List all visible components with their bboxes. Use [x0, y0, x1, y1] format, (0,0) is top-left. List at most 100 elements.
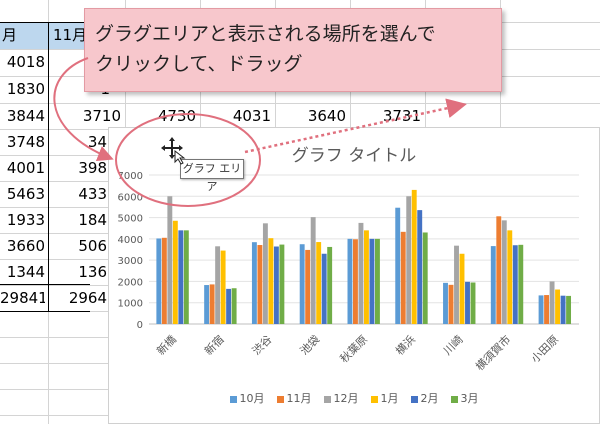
bar [316, 242, 322, 324]
bar [566, 295, 572, 324]
bar [417, 210, 423, 324]
legend-item[interactable]: 1月 [370, 390, 399, 406]
bar [490, 246, 496, 324]
bar [204, 285, 210, 324]
bar [411, 189, 417, 324]
x-tick-label: 秋葉原 [337, 332, 370, 365]
bar [231, 288, 237, 324]
legend-swatch [229, 395, 237, 403]
cell[interactable]: 4730 [157, 107, 196, 125]
bar [518, 244, 524, 324]
cell[interactable]: 4018 [6, 53, 45, 71]
x-tick-label: 川崎 [440, 332, 465, 357]
bar [209, 284, 215, 324]
legend-item[interactable]: 3月 [450, 390, 479, 406]
chart-area-tooltip: グラフ エリア [180, 159, 244, 193]
y-tick-label: 3000 [118, 256, 143, 267]
bar [538, 295, 544, 324]
y-tick-label: 7000 [118, 171, 143, 182]
legend-swatch [450, 395, 458, 403]
header-cell[interactable]: 11月 [49, 22, 89, 49]
bar [167, 196, 173, 324]
cell[interactable]: 29841 [0, 289, 45, 307]
table-border [0, 284, 90, 285]
bar [459, 253, 465, 324]
cell[interactable]: 3660 [6, 237, 45, 255]
cell[interactable]: 3640 [307, 107, 346, 125]
cell[interactable]: 2964 [68, 289, 107, 307]
bar [549, 281, 555, 324]
bar [347, 238, 353, 324]
cell[interactable]: 3731 [382, 107, 421, 125]
cell[interactable]: 3710 [82, 107, 121, 125]
bar [555, 289, 561, 324]
bar [156, 238, 162, 324]
legend-item[interactable]: 10月 [229, 390, 265, 406]
cell[interactable]: 3748 [6, 133, 45, 151]
bar [305, 249, 311, 324]
bar [406, 196, 412, 324]
cell[interactable]: 4031 [232, 107, 271, 125]
cell[interactable]: 34 [87, 133, 107, 151]
bar [544, 295, 550, 324]
legend-label: 12月 [333, 392, 359, 405]
bar [560, 295, 566, 324]
bar [454, 245, 459, 324]
cell[interactable]: 433 [78, 185, 107, 203]
gridline [0, 103, 600, 104]
legend-label: 1月 [380, 392, 399, 405]
bar [178, 230, 184, 324]
bar [375, 238, 380, 324]
cell[interactable]: 398 [78, 159, 107, 177]
y-tick-label: 4000 [118, 235, 143, 246]
cell[interactable]: 136 [78, 263, 107, 281]
bar [279, 244, 285, 324]
bar [183, 230, 189, 324]
bar [470, 282, 476, 324]
cell[interactable]: 1933 [6, 211, 45, 229]
bar [251, 242, 257, 324]
legend-label: 3月 [460, 392, 479, 405]
cell[interactable]: 184 [78, 211, 107, 229]
chart-legend[interactable]: 10月 11月 12月 1月 2月 3月 [109, 390, 599, 406]
bar [448, 284, 454, 324]
chart-plot[interactable]: 0 1000 2000 3000 4000 5000 6000 7000 新橋 新宿 渋谷 池袋 秋葉原… [109, 128, 599, 423]
bar [358, 222, 364, 324]
legend-item[interactable]: 11月 [276, 390, 312, 406]
y-tick-label: 0 [137, 320, 143, 331]
bar [257, 245, 263, 324]
y-tick-label: 2000 [118, 277, 143, 288]
bar [443, 282, 448, 324]
x-tick-label: 新宿 [201, 332, 226, 357]
table-border [0, 311, 90, 312]
x-tick-label: 横須賀市 [472, 332, 513, 373]
cell[interactable]: 1344 [6, 263, 45, 281]
bar [369, 238, 375, 324]
cell[interactable]: 5463 [6, 185, 45, 203]
legend-item[interactable]: 12月 [323, 390, 359, 406]
bar [310, 217, 316, 324]
bar [395, 207, 401, 324]
callout-text: グラグエリアと表示される場所を選んで クリックして、ドラッグ [95, 19, 436, 79]
legend-label: 11月 [286, 392, 312, 405]
x-tick-label: 渋谷 [250, 333, 275, 358]
cell[interactable]: 506 [78, 237, 107, 255]
bar [465, 281, 470, 324]
legend-swatch [323, 395, 331, 403]
chart-area[interactable]: グラフ タイトル 0 1000 2000 3000 4000 5000 6000 7000 新橋… [108, 127, 600, 424]
header-cell[interactable]: 月 [0, 22, 48, 49]
bar [215, 246, 221, 324]
cell[interactable]: 1830 [6, 80, 45, 98]
x-tick-label: 池袋 [297, 332, 322, 357]
bar [220, 250, 226, 324]
bar [161, 237, 167, 324]
y-tick-label: 5000 [118, 214, 143, 225]
cell[interactable]: 3844 [6, 107, 45, 125]
bar [496, 216, 502, 324]
legend-item[interactable]: 2月 [410, 390, 439, 406]
table-border [48, 22, 49, 312]
legend-swatch [370, 395, 378, 403]
bar [299, 244, 305, 324]
y-tick-label: 6000 [118, 192, 143, 203]
cell[interactable]: 4001 [6, 159, 45, 177]
